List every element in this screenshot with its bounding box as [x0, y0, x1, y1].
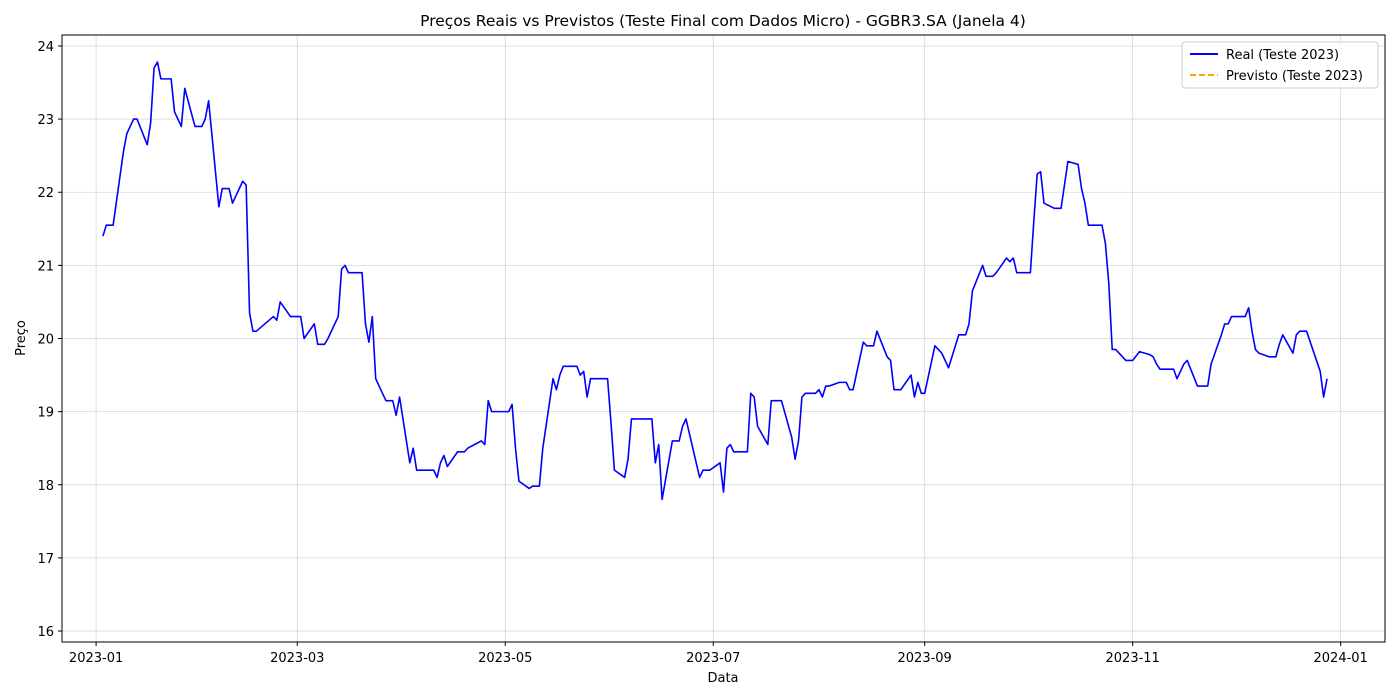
x-tick-label: 2024-01 — [1314, 651, 1368, 666]
legend: Real (Teste 2023) Previsto (Teste 2023) — [1181, 41, 1379, 89]
x-axis-label: Data — [707, 671, 738, 686]
x-tick-label: 2023-05 — [478, 651, 532, 666]
x-tick-label: 2023-11 — [1106, 651, 1160, 666]
x-tick-label: 2023-07 — [686, 651, 740, 666]
legend-box — [1181, 41, 1379, 89]
y-tick-label: 17 — [37, 552, 54, 567]
y-tick-label: 23 — [37, 113, 54, 128]
series-real — [102, 61, 1328, 501]
y-tick-label: 20 — [37, 333, 54, 348]
chart-title: Preços Reais vs Previstos (Teste Final c… — [420, 12, 1026, 30]
series-group — [102, 61, 1328, 501]
legend-label-real: Real (Teste 2023) — [1226, 48, 1339, 63]
y-tick-label: 21 — [37, 259, 54, 274]
ticks: 2023-01 2023-03 2023-05 2023-07 2023-09 2023-… — [37, 40, 1367, 666]
y-tick-label: 18 — [37, 479, 54, 494]
y-tick-label: 22 — [37, 186, 54, 201]
x-tick-label: 2023-03 — [270, 651, 324, 666]
x-tick-label: 2023-01 — [69, 651, 123, 666]
x-tick-label: 2023-09 — [898, 651, 952, 666]
series-line-real — [102, 61, 1328, 501]
grid — [62, 35, 1385, 642]
y-tick-label: 19 — [37, 406, 54, 421]
y-tick-label: 24 — [37, 40, 54, 55]
legend-label-predicted: Previsto (Teste 2023) — [1226, 69, 1363, 84]
y-axis-label: Preço — [14, 320, 29, 356]
y-tick-label: 16 — [37, 625, 54, 640]
